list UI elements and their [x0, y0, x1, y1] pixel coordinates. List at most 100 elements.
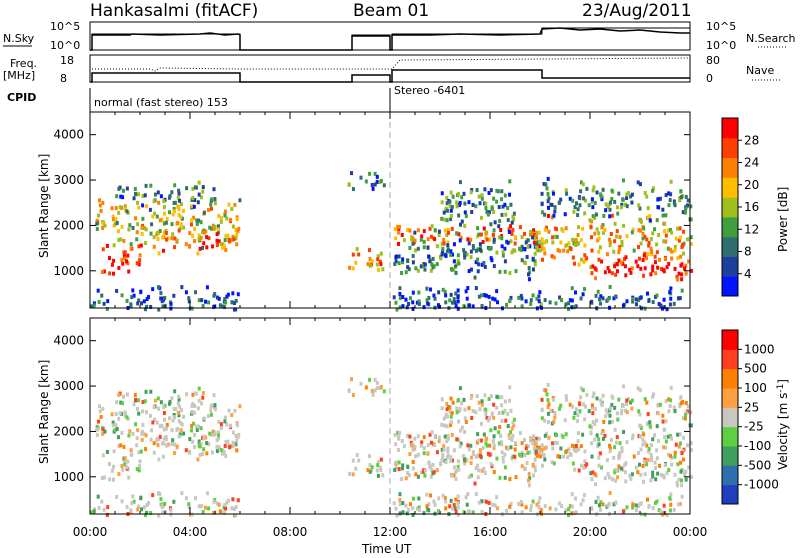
velocity-cell	[577, 447, 581, 452]
power-cell	[210, 244, 214, 249]
velocity-cell	[191, 401, 195, 406]
power-cell	[223, 209, 227, 214]
cpid-panel: CPID normal (fast stereo) 153 Stereo -64…	[7, 84, 465, 112]
velocity-cell	[114, 423, 118, 428]
power-cell	[663, 229, 667, 234]
power-cell	[170, 190, 174, 195]
velocity-cell	[621, 403, 625, 408]
velocity-cell	[127, 433, 131, 438]
colorbar-tick-label: 1000	[744, 342, 775, 356]
power-cell	[474, 260, 478, 265]
power-cell	[129, 242, 133, 247]
velocity-cell	[617, 456, 621, 461]
velocity-cell	[642, 459, 646, 464]
colorbar-tick-label: 24	[744, 156, 759, 170]
velocity-cell	[125, 504, 129, 509]
velocity-cell	[173, 389, 177, 394]
velocity-cell	[504, 418, 508, 423]
power-cell	[121, 261, 125, 266]
power-cell	[481, 239, 485, 244]
power-cell	[162, 205, 166, 210]
velocity-cell	[168, 416, 172, 421]
power-cell	[471, 244, 475, 249]
velocity-cell	[518, 431, 522, 436]
power-cell	[101, 225, 105, 230]
velocity-cell	[197, 439, 201, 444]
power-cell	[679, 189, 683, 194]
power-cell	[440, 241, 444, 246]
velocity-cell	[643, 472, 647, 477]
velocity-cell	[200, 504, 204, 509]
power-cell	[655, 242, 659, 247]
velocity-cell	[475, 394, 479, 399]
velocity-cell	[511, 433, 515, 438]
power-cell	[402, 238, 406, 243]
velocity-cell	[638, 434, 642, 439]
velocity-cell	[553, 411, 557, 416]
power-cell	[574, 243, 578, 248]
power-cell	[431, 256, 435, 261]
power-cell	[207, 300, 211, 305]
velocity-cell	[161, 441, 165, 446]
velocity-cell	[95, 424, 99, 429]
power-cell	[508, 179, 512, 184]
power-cell	[466, 286, 470, 291]
power-cell	[234, 228, 238, 233]
power-cell	[452, 297, 456, 302]
velocity-cell	[487, 416, 491, 421]
velocity-cell	[512, 423, 516, 428]
velocity-cell	[466, 492, 470, 497]
velocity-cell	[204, 435, 208, 440]
velocity-cell	[535, 502, 539, 507]
power-cell	[591, 188, 595, 193]
power-cell	[177, 213, 181, 218]
velocity-cell	[676, 432, 680, 437]
velocity-cell	[96, 494, 100, 499]
power-cell	[483, 293, 487, 298]
power-cell	[615, 261, 619, 266]
y-tick-label: 2000	[53, 218, 84, 232]
power-cell	[484, 206, 488, 211]
power-cell	[684, 194, 688, 199]
velocity-cell	[668, 433, 672, 438]
power-cell	[581, 292, 585, 297]
power-cell	[217, 213, 221, 218]
velocity-cell	[492, 443, 496, 448]
velocity-cell	[371, 392, 375, 397]
power-cell	[683, 207, 687, 212]
velocity-cell	[102, 475, 106, 480]
power-cell	[682, 251, 686, 256]
power-cell	[673, 266, 677, 271]
velocity-cell	[144, 389, 148, 394]
velocity-cell	[131, 494, 135, 499]
power-cell	[591, 205, 595, 210]
velocity-cell	[177, 413, 181, 418]
power-cell	[478, 247, 482, 252]
power-cell	[613, 239, 617, 244]
power-cell	[616, 211, 620, 216]
power-cell	[689, 268, 693, 273]
power-cell	[127, 269, 131, 274]
velocity-cell	[528, 435, 532, 440]
power-cell	[463, 223, 467, 228]
velocity-cell	[465, 502, 469, 507]
velocity-cell	[510, 426, 514, 431]
velocity-cell	[213, 403, 217, 408]
power-cell	[428, 259, 432, 264]
velocity-cell	[449, 414, 453, 419]
power-cell	[478, 242, 482, 247]
velocity-cell	[479, 438, 483, 443]
power-cell	[174, 200, 178, 205]
power-cell	[537, 299, 541, 304]
power-cell	[602, 213, 606, 218]
velocity-cell	[601, 393, 605, 398]
power-cell	[594, 212, 598, 217]
power-cell	[517, 295, 521, 300]
power-cell	[173, 209, 177, 214]
power-cell	[151, 214, 155, 219]
power-cell	[574, 237, 578, 242]
velocity-cell	[162, 411, 166, 416]
power-cell	[680, 245, 684, 250]
velocity-cell	[455, 437, 459, 442]
power-cell	[658, 196, 662, 201]
